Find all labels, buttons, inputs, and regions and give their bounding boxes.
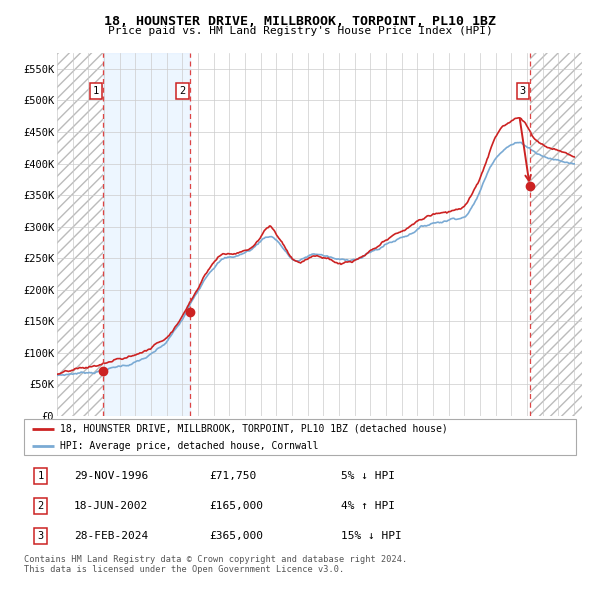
Text: 3: 3 xyxy=(520,86,526,96)
Text: 18, HOUNSTER DRIVE, MILLBROOK, TORPOINT, PL10 1BZ (detached house): 18, HOUNSTER DRIVE, MILLBROOK, TORPOINT,… xyxy=(60,424,448,434)
Text: 28-FEB-2024: 28-FEB-2024 xyxy=(74,531,148,541)
Text: 3: 3 xyxy=(37,531,44,541)
Bar xyxy=(103,53,190,416)
Text: Contains HM Land Registry data © Crown copyright and database right 2024.: Contains HM Land Registry data © Crown c… xyxy=(24,555,407,563)
Bar xyxy=(57,53,103,416)
Text: 18-JUN-2002: 18-JUN-2002 xyxy=(74,501,148,511)
Text: £165,000: £165,000 xyxy=(209,501,263,511)
Text: £71,750: £71,750 xyxy=(209,471,256,481)
Text: 2: 2 xyxy=(179,86,185,96)
Text: 15% ↓ HPI: 15% ↓ HPI xyxy=(341,531,402,541)
Bar xyxy=(530,53,582,416)
Text: 4% ↑ HPI: 4% ↑ HPI xyxy=(341,501,395,511)
Text: 1: 1 xyxy=(37,471,44,481)
Text: 5% ↓ HPI: 5% ↓ HPI xyxy=(341,471,395,481)
Text: £365,000: £365,000 xyxy=(209,531,263,541)
Text: 18, HOUNSTER DRIVE, MILLBROOK, TORPOINT, PL10 1BZ: 18, HOUNSTER DRIVE, MILLBROOK, TORPOINT,… xyxy=(104,15,496,28)
Text: 2: 2 xyxy=(37,501,44,511)
Text: This data is licensed under the Open Government Licence v3.0.: This data is licensed under the Open Gov… xyxy=(24,565,344,574)
Text: HPI: Average price, detached house, Cornwall: HPI: Average price, detached house, Corn… xyxy=(60,441,319,451)
Text: Price paid vs. HM Land Registry's House Price Index (HPI): Price paid vs. HM Land Registry's House … xyxy=(107,26,493,36)
Text: 1: 1 xyxy=(92,86,98,96)
Text: 29-NOV-1996: 29-NOV-1996 xyxy=(74,471,148,481)
